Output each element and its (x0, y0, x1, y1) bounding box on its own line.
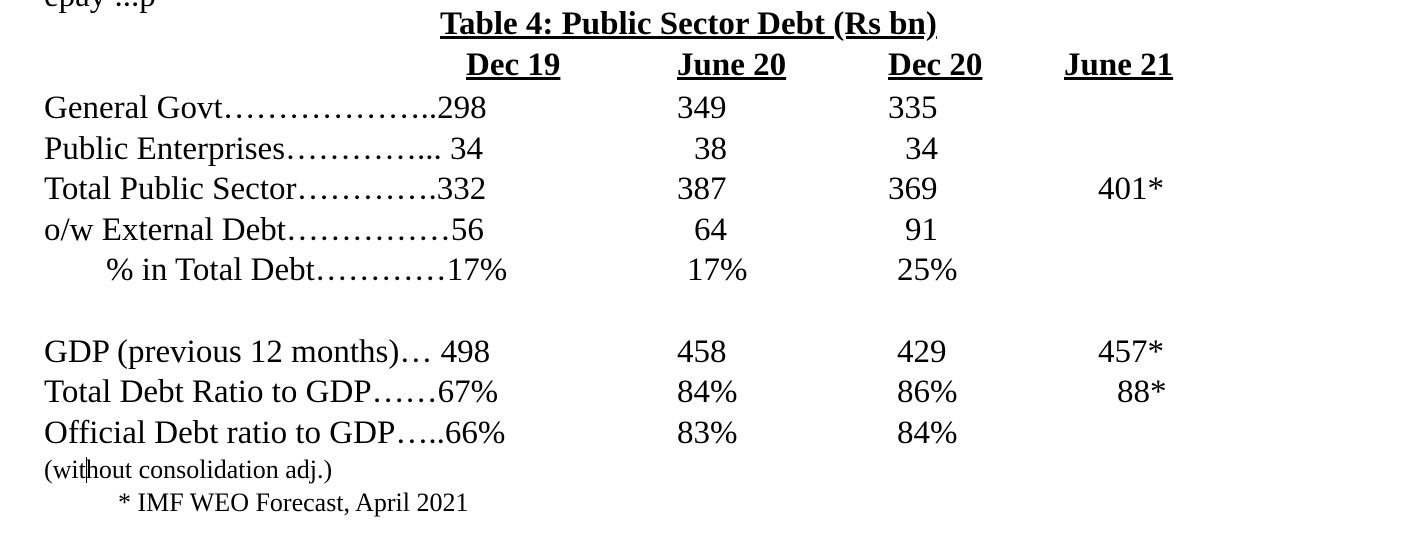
cell-june-21: 401* (1098, 171, 1164, 207)
column-header-june-21: June 21 (1064, 47, 1174, 83)
cell-june-20: 458 (677, 334, 727, 370)
cell-june-21: 457* (1098, 334, 1164, 370)
row-label: Public Enterprises…………... 34 (44, 131, 484, 167)
row-label: General Govt………………..298 (44, 90, 487, 126)
row-label: Total Debt Ratio to GDP……67% (44, 374, 499, 410)
row-label: Total Public Sector………….332 (44, 171, 487, 207)
cell-june-20: 84% (677, 374, 738, 410)
cell-june-20: 38 (694, 131, 727, 167)
consolidation-note-part-2: hout consolidation adj.) (85, 455, 333, 484)
cropped-text-fragment: epay ...p (44, 0, 156, 15)
cell-june-20: 349 (677, 90, 727, 126)
cell-dec-20: 84% (897, 415, 958, 451)
cell-dec-20: 335 (888, 90, 938, 126)
cell-dec-20: 25% (897, 252, 958, 288)
cell-june-20: 387 (677, 171, 727, 207)
consolidation-note: (without consolidation adj.) (44, 454, 332, 486)
table-row-general-govt: General Govt………………..298 349 335 (0, 88, 1416, 128)
table-row-gdp: GDP (previous 12 months)… 498 458 429 45… (0, 332, 1416, 372)
cell-june-20: 83% (677, 415, 738, 451)
table-row-official-debt-ratio: Official Debt ratio to GDP…..66% 83% 84% (0, 413, 1416, 453)
column-header-dec-19: Dec 19 (466, 47, 561, 83)
cell-dec-20: 429 (897, 334, 947, 370)
table-row-percent-total-debt: % in Total Debt…………17% 17% 25% (0, 250, 1416, 290)
table-row-total-debt-ratio: Total Debt Ratio to GDP……67% 84% 86% 88* (0, 372, 1416, 412)
cell-dec-20: 86% (897, 374, 958, 410)
table-row-total-public-sector: Total Public Sector………….332 387 369 401* (0, 169, 1416, 209)
cell-dec-20: 91 (905, 212, 938, 248)
cell-june-20: 17% (687, 252, 748, 288)
footnote: * IMF WEO Forecast, April 2021 (118, 488, 469, 517)
row-label: % in Total Debt…………17% (106, 252, 508, 288)
text-cursor (85, 457, 87, 483)
cell-dec-20: 34 (905, 131, 938, 167)
column-header-dec-20: Dec 20 (888, 47, 983, 83)
row-label: GDP (previous 12 months)… 498 (44, 334, 491, 370)
table-title: Table 4: Public Sector Debt (Rs bn) (440, 6, 937, 42)
consolidation-note-part-1: (wit (44, 455, 86, 484)
table-row-public-enterprises: Public Enterprises…………... 34 38 34 (0, 129, 1416, 169)
table-row-external-debt: o/w External Debt……………56 64 91 (0, 210, 1416, 250)
cell-june-21: 88* (1117, 374, 1167, 410)
cell-june-20: 64 (694, 212, 727, 248)
column-header-june-20: June 20 (677, 47, 787, 83)
cell-dec-20: 369 (888, 171, 938, 207)
row-label: Official Debt ratio to GDP…..66% (44, 415, 506, 451)
row-label: o/w External Debt……………56 (44, 212, 484, 248)
